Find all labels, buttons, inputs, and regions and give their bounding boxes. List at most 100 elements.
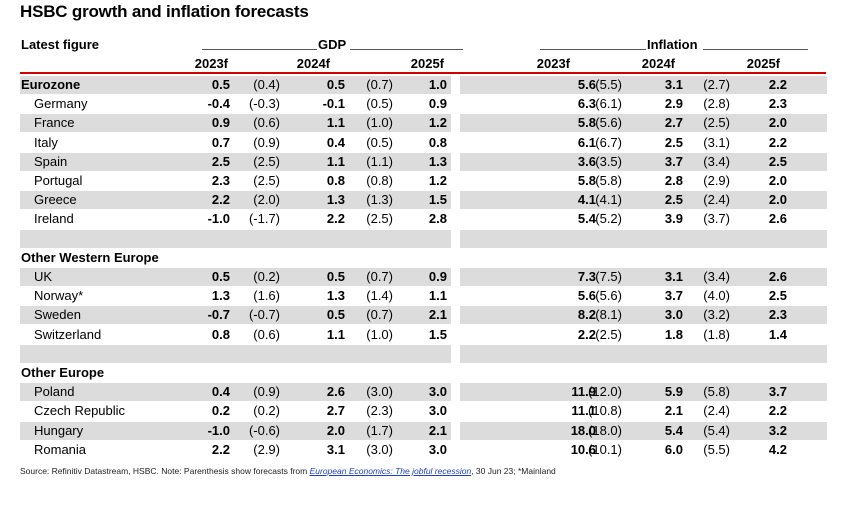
- row-shade-gdp: [20, 114, 451, 132]
- inflation-value: (5.5): [703, 442, 730, 457]
- page-title: HSBC growth and inflation forecasts: [20, 2, 309, 21]
- gdp-value: 2.0: [326, 423, 345, 438]
- source-report-link[interactable]: European Economics: The jobful recession: [309, 466, 472, 476]
- gdp-value: 1.5: [428, 327, 447, 342]
- inflation-value: (12.0): [588, 384, 622, 399]
- inflation-value: 2.1: [664, 403, 683, 418]
- gdp-value: (1.7): [366, 423, 393, 438]
- inflation-value: 3.7: [664, 154, 683, 169]
- inflation-value: 5.4: [664, 423, 683, 438]
- gdp-value: 1.5: [428, 192, 447, 207]
- row-shade-inflation: [460, 268, 827, 286]
- inflation-value: 2.5: [768, 288, 787, 303]
- latest-figure-label: Latest figure: [21, 37, 100, 52]
- gdp-value: 0.4: [326, 135, 345, 150]
- inflation-value: 3.1: [664, 269, 683, 284]
- row-shade-inflation: [460, 383, 827, 401]
- gdp-value: (0.8): [366, 173, 393, 188]
- row-label: UK: [34, 269, 53, 284]
- inflation-value: 2.9: [664, 96, 683, 111]
- gdp-value: 1.2: [428, 173, 447, 188]
- gdp-value: 2.3: [211, 173, 230, 188]
- row-shade-gdp: [20, 268, 451, 286]
- gdp-value: 2.2: [211, 192, 230, 207]
- gdp-group-line-left: [202, 49, 317, 50]
- inflation-value: (2.5): [703, 115, 730, 130]
- spacer-row: [0, 345, 842, 363]
- table-row: Germany -0.4 (-0.3) -0.1 (0.5) 0.9 6.3 (6.1) 2.9…: [0, 95, 842, 113]
- section-header-row: Other Europe: [0, 364, 842, 382]
- gdp-value: (-0.7): [248, 307, 280, 322]
- inflation-value: (2.9): [703, 173, 730, 188]
- gdp-value: (2.0): [253, 192, 280, 207]
- inflation-value: (5.8): [595, 173, 622, 188]
- inflation-value: 2.2: [577, 327, 596, 342]
- inflation-col-2025: 2025f: [746, 56, 780, 71]
- gdp-value: 1.3: [326, 192, 345, 207]
- inflation-value: 3.1: [664, 77, 683, 92]
- gdp-value: (2.5): [253, 154, 280, 169]
- row-shade-gdp: [20, 306, 451, 324]
- inflation-value: 2.3: [768, 96, 787, 111]
- inflation-value: 1.8: [664, 327, 683, 342]
- inflation-value: 5.8: [577, 173, 596, 188]
- inflation-group-line-left: [540, 49, 646, 50]
- inflation-value: (1.8): [703, 327, 730, 342]
- gdp-value: 3.1: [326, 442, 345, 457]
- gdp-value: 0.4: [211, 384, 230, 399]
- gdp-value: (-0.6): [248, 423, 280, 438]
- row-label: Italy: [34, 135, 58, 150]
- inflation-value: 4.1: [577, 192, 596, 207]
- gdp-value: 1.1: [428, 288, 447, 303]
- row-shade-inflation: [460, 230, 827, 248]
- gdp-value: 3.0: [428, 384, 447, 399]
- gdp-value: 2.6: [326, 384, 345, 399]
- inflation-value: 5.6: [577, 77, 596, 92]
- gdp-value: (-1.7): [248, 211, 280, 226]
- inflation-value: (5.6): [595, 288, 622, 303]
- row-label: Poland: [34, 384, 75, 399]
- gdp-col-2024: 2024f: [296, 56, 330, 71]
- inflation-value: (2.4): [703, 192, 730, 207]
- gdp-value: (2.5): [253, 173, 280, 188]
- row-shade-gdp: [20, 191, 451, 209]
- gdp-value: (-0.3): [248, 96, 280, 111]
- table-row: Sweden -0.7 (-0.7) 0.5 (0.7) 2.1 8.2 (8.1) 3.0 (3…: [0, 306, 842, 324]
- gdp-value: (0.6): [253, 115, 280, 130]
- gdp-value: 0.5: [326, 307, 345, 322]
- gdp-value: (0.9): [253, 384, 280, 399]
- inflation-value: 10.6: [570, 442, 596, 457]
- gdp-value: -0.7: [207, 307, 230, 322]
- spacer-row: [0, 230, 842, 248]
- gdp-value: 0.8: [211, 327, 230, 342]
- gdp-value: 1.1: [326, 154, 345, 169]
- inflation-value: (6.7): [595, 135, 622, 150]
- inflation-group-line-right: [703, 49, 808, 50]
- row-shade-inflation: [460, 76, 827, 94]
- inflation-value: (5.4): [703, 423, 730, 438]
- inflation-value: 2.8: [664, 173, 683, 188]
- inflation-value: (4.0): [703, 288, 730, 303]
- table-row: UK 0.5 (0.2) 0.5 (0.7) 0.9 7.3 (7.5) 3.1 (3.4) 2.6: [0, 268, 842, 286]
- table-row: Norway* 1.3 (1.6) 1.3 (1.4) 1.1 5.6 (5.6) 3.7 (4.…: [0, 287, 842, 305]
- inflation-value: 6.1: [577, 135, 596, 150]
- gdp-value: (3.0): [366, 442, 393, 457]
- inflation-value: (8.1): [595, 307, 622, 322]
- inflation-value: (3.2): [703, 307, 730, 322]
- inflation-value: 2.5: [768, 154, 787, 169]
- row-shade-gdp: [20, 153, 451, 171]
- gdp-value: 0.7: [211, 135, 230, 150]
- inflation-value: (3.4): [703, 269, 730, 284]
- row-shade-inflation: [460, 153, 827, 171]
- gdp-value: 0.9: [428, 269, 447, 284]
- gdp-value: 2.2: [326, 211, 345, 226]
- gdp-value: 0.8: [428, 135, 447, 150]
- gdp-value: 1.3: [326, 288, 345, 303]
- row-label: Norway*: [34, 288, 84, 303]
- inflation-value: 2.2: [768, 403, 787, 418]
- row-shade-gdp: [20, 383, 451, 401]
- inflation-value: (3.4): [703, 154, 730, 169]
- gdp-value: (1.3): [366, 192, 393, 207]
- gdp-value: 1.0: [428, 77, 447, 92]
- source-suffix: , 30 Jun 23; *Mainland: [471, 466, 556, 476]
